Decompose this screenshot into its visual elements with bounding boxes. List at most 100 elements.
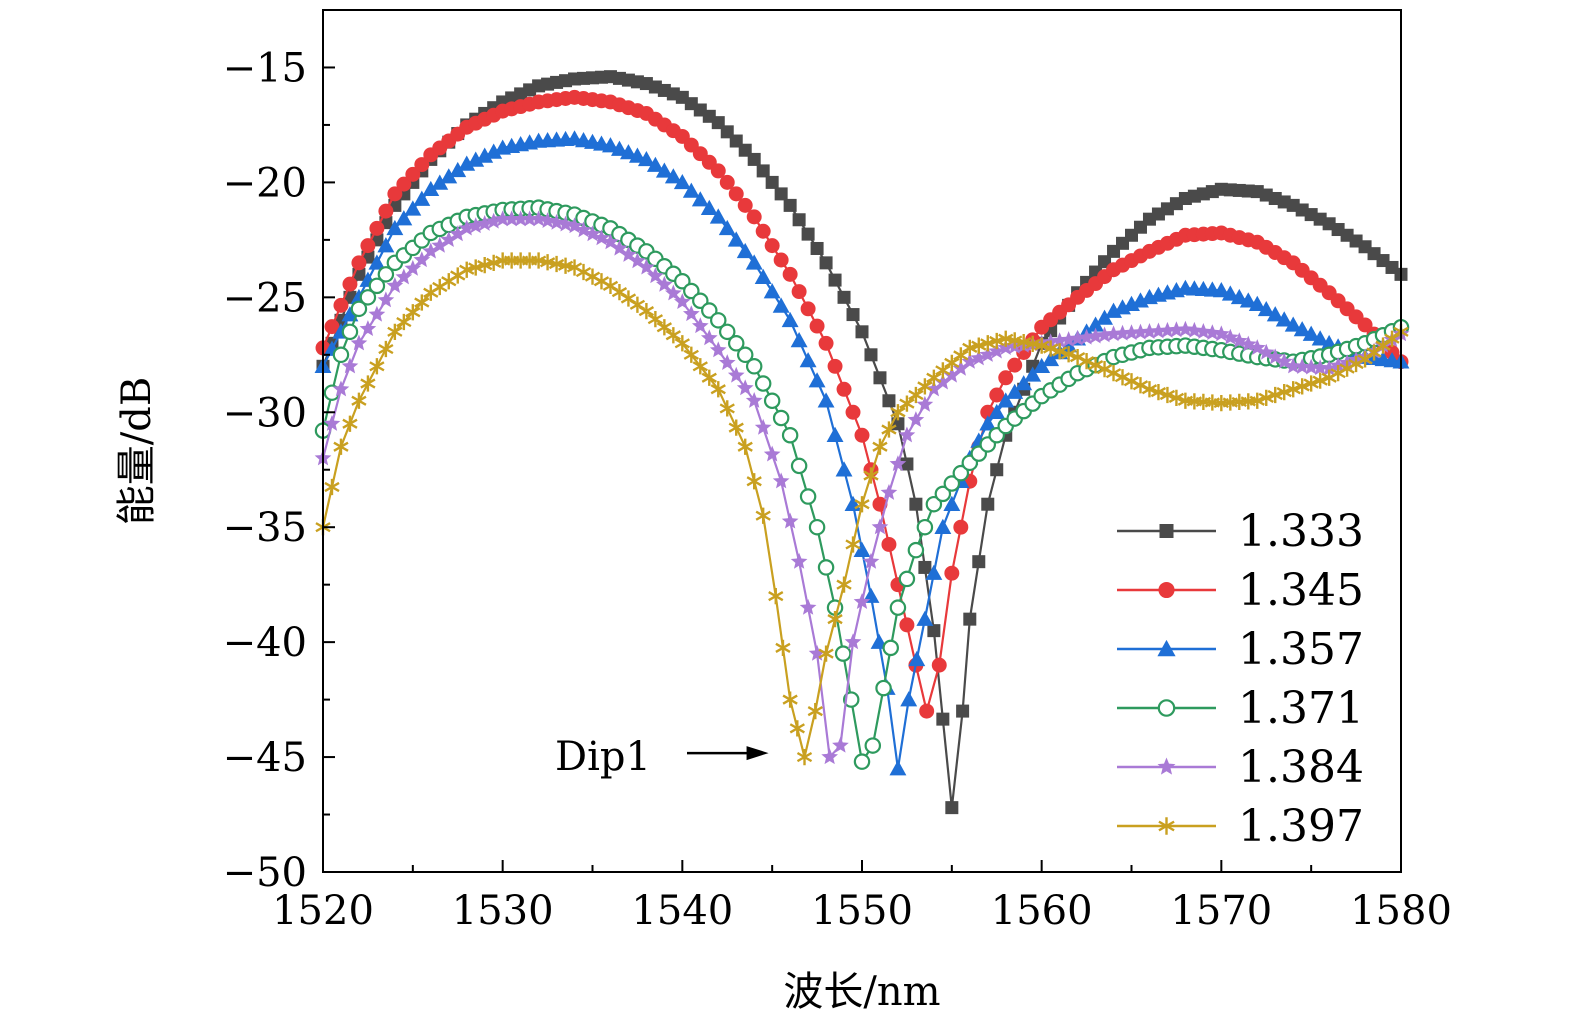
data-point (736, 379, 754, 396)
data-point (756, 164, 770, 178)
data-point (764, 238, 780, 254)
x-axis-title: 波长/nm (783, 969, 940, 1015)
data-point (953, 519, 969, 535)
data-point (378, 203, 394, 219)
data-point (747, 152, 761, 166)
data-point (827, 358, 843, 374)
data-point (1302, 358, 1320, 375)
annotation: Dip1 (555, 734, 769, 780)
data-point (682, 182, 700, 198)
data-point (774, 187, 788, 201)
data-point (360, 238, 376, 254)
data-point (919, 703, 935, 719)
x-tick-label: 1560 (991, 888, 1093, 934)
data-point (664, 168, 682, 184)
data-point (700, 199, 718, 216)
legend-item: 1.397 (1117, 801, 1364, 852)
data-point (404, 200, 422, 216)
data-point (1016, 334, 1032, 351)
data-point (719, 400, 735, 417)
data-point (1302, 325, 1320, 341)
data-point (791, 284, 807, 300)
data-point (431, 236, 449, 253)
data-point (485, 143, 503, 159)
data-point (1168, 389, 1185, 407)
data-point (539, 212, 556, 228)
data-point (800, 301, 816, 317)
data-point (369, 358, 385, 375)
data-point (468, 259, 484, 276)
data-point (378, 340, 394, 358)
data-point (710, 163, 726, 179)
data-point (1043, 340, 1059, 357)
data-point (396, 313, 412, 331)
data-point (917, 378, 933, 395)
data-point (908, 386, 924, 404)
data-point (602, 233, 619, 250)
data-point (925, 380, 943, 397)
data-point (871, 518, 889, 535)
data-point (449, 225, 467, 242)
data-point (359, 289, 377, 306)
data-point (368, 305, 386, 322)
data-point (683, 346, 699, 363)
data-point (728, 186, 744, 202)
annotation-arrow-head (746, 746, 769, 761)
data-point (818, 645, 834, 662)
data-point (665, 327, 681, 344)
y-tick-label: −50 (223, 850, 307, 896)
legend-item: 1.333 (1117, 506, 1364, 557)
data-point (875, 679, 892, 697)
data-point (332, 380, 350, 397)
data-point (907, 411, 925, 428)
legend-label: 1.357 (1238, 624, 1364, 675)
data-point (341, 306, 359, 322)
data-point (728, 419, 744, 436)
data-point (341, 323, 359, 341)
data-point (682, 305, 700, 322)
data-point (333, 297, 349, 313)
data-point (1034, 337, 1050, 354)
data-point (1267, 386, 1283, 404)
data-point (665, 284, 682, 301)
data-point (1239, 292, 1257, 308)
data-point (772, 297, 790, 313)
data-point (368, 277, 386, 295)
data-point (1312, 372, 1328, 389)
data-point (368, 254, 386, 270)
data-point (611, 140, 628, 156)
data-point (431, 174, 449, 190)
data-point (773, 252, 789, 268)
data-point (827, 611, 843, 628)
data-point (440, 231, 458, 247)
data-point (1025, 335, 1041, 353)
data-point (755, 223, 771, 239)
series-1-384 (314, 210, 1410, 765)
data-point (404, 259, 422, 276)
data-point (530, 252, 547, 269)
legend-label: 1.333 (1238, 506, 1364, 557)
data-point (799, 352, 817, 368)
data-point (646, 156, 664, 172)
data-point (1087, 316, 1105, 332)
data-point (898, 570, 916, 588)
data-point (342, 276, 358, 292)
legend-label: 1.345 (1238, 565, 1364, 616)
data-point (548, 255, 565, 273)
y-tick-label: −40 (223, 620, 307, 666)
y-tick-label: −30 (223, 390, 307, 436)
data-point (790, 552, 808, 569)
data-point (953, 347, 969, 364)
series-1-357 (314, 130, 1410, 776)
data-point (828, 273, 842, 287)
y-tick-label: −20 (223, 160, 307, 206)
data-point (673, 173, 691, 190)
data-point (899, 395, 915, 412)
data-point (853, 593, 871, 610)
data-point (341, 357, 359, 374)
data-point (796, 748, 813, 766)
legend-swatch-marker (1158, 581, 1175, 599)
data-point (1284, 357, 1302, 374)
data-point (736, 346, 754, 364)
data-point (754, 375, 772, 392)
